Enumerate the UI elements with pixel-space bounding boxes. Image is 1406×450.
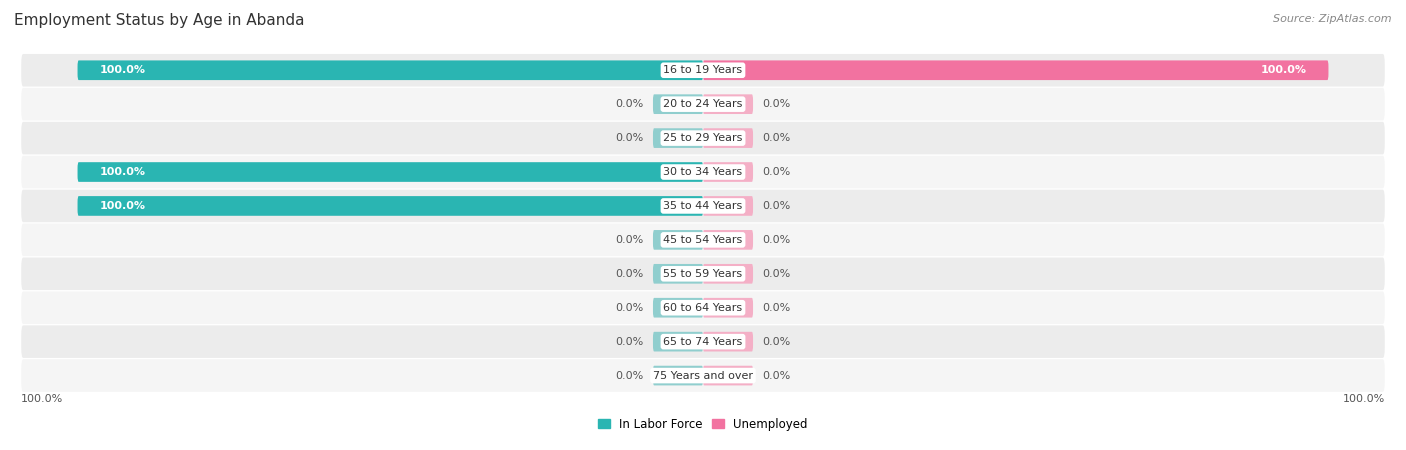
- Text: 0.0%: 0.0%: [762, 269, 790, 279]
- Text: 60 to 64 Years: 60 to 64 Years: [664, 303, 742, 313]
- FancyBboxPatch shape: [703, 332, 754, 351]
- Text: 45 to 54 Years: 45 to 54 Years: [664, 235, 742, 245]
- FancyBboxPatch shape: [652, 366, 703, 385]
- FancyBboxPatch shape: [21, 257, 1385, 290]
- FancyBboxPatch shape: [21, 359, 1385, 392]
- FancyBboxPatch shape: [21, 156, 1385, 188]
- FancyBboxPatch shape: [77, 60, 703, 80]
- Text: 0.0%: 0.0%: [616, 371, 644, 381]
- Text: 0.0%: 0.0%: [762, 337, 790, 347]
- FancyBboxPatch shape: [21, 122, 1385, 154]
- FancyBboxPatch shape: [21, 54, 1385, 86]
- Text: 100.0%: 100.0%: [100, 201, 145, 211]
- Text: 20 to 24 Years: 20 to 24 Years: [664, 99, 742, 109]
- FancyBboxPatch shape: [703, 366, 754, 385]
- Text: 0.0%: 0.0%: [616, 337, 644, 347]
- Text: 0.0%: 0.0%: [616, 99, 644, 109]
- Text: 100.0%: 100.0%: [21, 394, 63, 404]
- Text: 100.0%: 100.0%: [1261, 65, 1306, 75]
- FancyBboxPatch shape: [703, 298, 754, 318]
- Text: 0.0%: 0.0%: [762, 167, 790, 177]
- FancyBboxPatch shape: [703, 162, 754, 182]
- Text: Employment Status by Age in Abanda: Employment Status by Age in Abanda: [14, 14, 305, 28]
- Text: 0.0%: 0.0%: [762, 99, 790, 109]
- Text: 0.0%: 0.0%: [762, 133, 790, 143]
- Text: 65 to 74 Years: 65 to 74 Years: [664, 337, 742, 347]
- FancyBboxPatch shape: [77, 196, 703, 216]
- Text: 0.0%: 0.0%: [616, 269, 644, 279]
- FancyBboxPatch shape: [703, 60, 1329, 80]
- Text: 0.0%: 0.0%: [616, 235, 644, 245]
- Legend: In Labor Force, Unemployed: In Labor Force, Unemployed: [593, 413, 813, 436]
- Text: Source: ZipAtlas.com: Source: ZipAtlas.com: [1274, 14, 1392, 23]
- Text: 75 Years and over: 75 Years and over: [652, 371, 754, 381]
- Text: 100.0%: 100.0%: [1343, 394, 1385, 404]
- Text: 30 to 34 Years: 30 to 34 Years: [664, 167, 742, 177]
- Text: 0.0%: 0.0%: [762, 235, 790, 245]
- Text: 35 to 44 Years: 35 to 44 Years: [664, 201, 742, 211]
- Text: 0.0%: 0.0%: [762, 201, 790, 211]
- FancyBboxPatch shape: [21, 292, 1385, 324]
- FancyBboxPatch shape: [652, 94, 703, 114]
- FancyBboxPatch shape: [652, 128, 703, 148]
- Text: 25 to 29 Years: 25 to 29 Years: [664, 133, 742, 143]
- Text: 100.0%: 100.0%: [100, 167, 145, 177]
- Text: 100.0%: 100.0%: [100, 65, 145, 75]
- FancyBboxPatch shape: [652, 230, 703, 250]
- FancyBboxPatch shape: [77, 162, 703, 182]
- FancyBboxPatch shape: [21, 189, 1385, 222]
- FancyBboxPatch shape: [703, 196, 754, 216]
- FancyBboxPatch shape: [21, 88, 1385, 121]
- Text: 0.0%: 0.0%: [616, 133, 644, 143]
- FancyBboxPatch shape: [703, 230, 754, 250]
- FancyBboxPatch shape: [652, 264, 703, 284]
- FancyBboxPatch shape: [21, 325, 1385, 358]
- Text: 0.0%: 0.0%: [616, 303, 644, 313]
- Text: 55 to 59 Years: 55 to 59 Years: [664, 269, 742, 279]
- Text: 0.0%: 0.0%: [762, 303, 790, 313]
- FancyBboxPatch shape: [703, 94, 754, 114]
- FancyBboxPatch shape: [21, 224, 1385, 256]
- FancyBboxPatch shape: [703, 128, 754, 148]
- FancyBboxPatch shape: [652, 298, 703, 318]
- FancyBboxPatch shape: [652, 332, 703, 351]
- Text: 16 to 19 Years: 16 to 19 Years: [664, 65, 742, 75]
- Text: 0.0%: 0.0%: [762, 371, 790, 381]
- FancyBboxPatch shape: [703, 264, 754, 284]
